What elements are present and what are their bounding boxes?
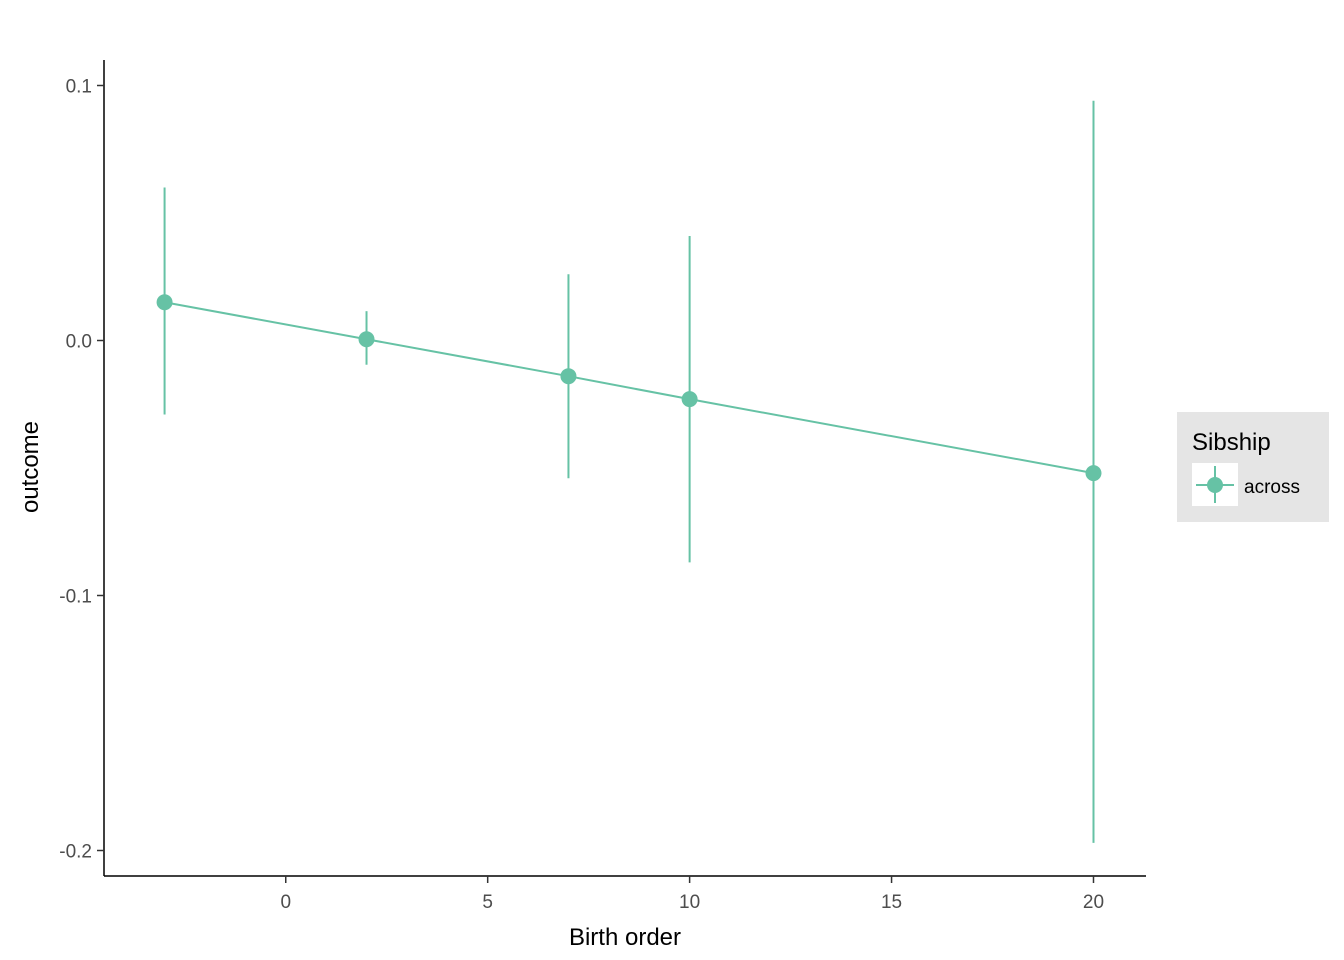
y-tick-label: -0.2 <box>59 842 92 863</box>
data-point <box>681 391 698 408</box>
legend-key-point <box>1207 477 1223 493</box>
legend: Sibship across <box>1177 412 1329 522</box>
data-point <box>560 368 577 385</box>
y-tick-label: 0.1 <box>66 77 92 98</box>
x-tick-label: 10 <box>679 892 700 913</box>
x-axis-title: Birth order <box>569 924 681 951</box>
legend-title: Sibship <box>1192 429 1271 456</box>
x-axis: 0 5 10 15 20 <box>104 875 1146 913</box>
y-axis-title: outcome <box>17 421 44 513</box>
plot-area <box>156 100 1102 843</box>
legend-label-across: across <box>1244 477 1300 498</box>
y-tick-label: -0.1 <box>59 587 92 608</box>
x-tick-label: 5 <box>482 892 493 913</box>
x-tick-label: 20 <box>1083 892 1104 913</box>
series-line-across <box>164 301 1094 475</box>
x-tick-label: 0 <box>280 892 291 913</box>
data-point <box>1085 465 1102 482</box>
data-point <box>156 294 173 311</box>
data-point <box>358 331 375 348</box>
y-axis: 0.1 0.0 -0.1 -0.2 <box>59 60 105 876</box>
x-tick-label: 15 <box>881 892 902 913</box>
y-tick-label: 0.0 <box>66 332 92 353</box>
